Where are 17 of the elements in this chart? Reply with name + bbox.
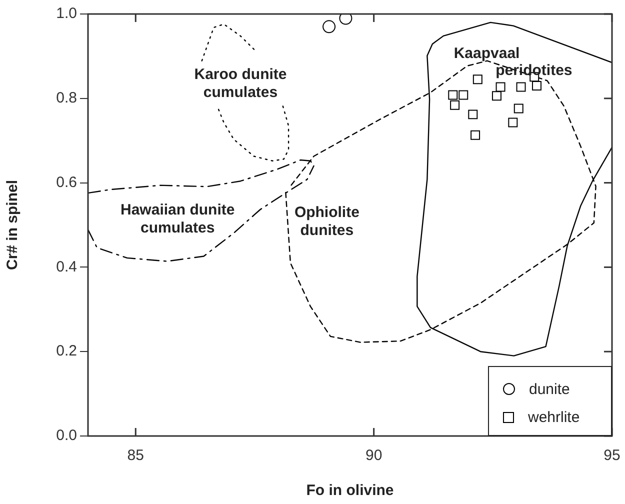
legend-label: wehrlite [528, 408, 580, 426]
y-tick-label: 1.0 [56, 5, 77, 22]
annotation: Ophiolite dunites [294, 204, 360, 239]
y-axis-title: Cr# in spinel [4, 180, 22, 270]
y-tick-label: 0.2 [56, 342, 77, 360]
y-tick-label: 0.0 [56, 427, 77, 444]
x-axis-title: Fo in olivine [306, 482, 394, 500]
legend-label: dunite [529, 380, 570, 398]
annotation: Kaapvaal [454, 45, 520, 62]
annotation: Hawaiian dunite cumulates [120, 202, 235, 237]
annotation: Karoo dunite cumulates [194, 66, 287, 102]
y-tick-label: 0.6 [56, 174, 77, 191]
x-tick-label: 95 [604, 447, 620, 464]
x-tick-label: 90 [365, 447, 382, 464]
x-tick-label: 85 [127, 447, 144, 464]
y-tick-label: 0.4 [56, 258, 77, 276]
y-tick-label: 0.8 [56, 90, 77, 107]
